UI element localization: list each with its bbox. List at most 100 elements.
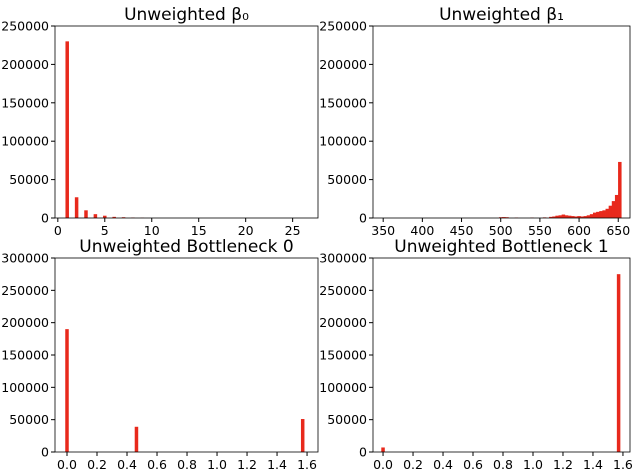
axes-frame [54, 257, 319, 453]
bar [300, 419, 305, 452]
bar [549, 216, 553, 218]
bar [611, 201, 616, 218]
y-tick-label: 200000 [1, 315, 49, 330]
bar [552, 216, 556, 218]
bar [65, 41, 69, 218]
y-tick-label: 100000 [1, 134, 49, 149]
bar [571, 216, 575, 218]
axes-frame [372, 25, 631, 219]
x-tick-label: 0.4 [433, 457, 453, 472]
y-tick-label: 0 [41, 211, 49, 226]
y-tick-label: 250000 [319, 283, 367, 298]
bar [558, 215, 563, 218]
y-tick-label: 250000 [319, 19, 367, 34]
bar [381, 447, 385, 452]
bar [65, 329, 69, 452]
x-tick-label: 0.2 [403, 457, 423, 472]
x-tick-label: 600 [567, 223, 591, 238]
bar [602, 210, 606, 218]
x-tick-label: 0.8 [177, 457, 197, 472]
y-tick-label: 0 [359, 211, 367, 226]
x-tick-label: 1.4 [583, 457, 603, 472]
y-tick-label: 100000 [319, 134, 367, 149]
bar [592, 212, 597, 218]
subplot-title: Unweighted β₁ [439, 5, 564, 25]
y-tick-label: 200000 [319, 315, 367, 330]
bar [574, 216, 578, 218]
x-tick-label: 1.6 [613, 457, 633, 472]
bar [596, 211, 600, 218]
bar [134, 426, 139, 452]
bar [502, 217, 506, 218]
x-tick-label: 0.6 [463, 457, 483, 472]
y-tick-label: 50000 [9, 412, 49, 427]
bar [614, 194, 619, 218]
subplot-title: Unweighted Bottleneck 0 [79, 237, 293, 257]
x-tick-label: 1.0 [207, 457, 227, 472]
y-tick-label: 150000 [1, 348, 49, 363]
subplot-title: Unweighted β₀ [124, 5, 249, 25]
bar [567, 215, 572, 218]
bar [608, 205, 613, 218]
x-tick-label: 0.0 [57, 457, 77, 472]
y-tick-label: 0 [359, 445, 367, 460]
y-tick-label: 50000 [327, 412, 367, 427]
x-tick-label: 650 [606, 223, 630, 238]
bar [599, 211, 603, 218]
x-tick-label: 350 [371, 223, 395, 238]
bar [583, 216, 588, 218]
y-tick-label: 150000 [319, 348, 367, 363]
x-tick-label: 1.2 [553, 457, 573, 472]
bar [561, 214, 566, 218]
bar [103, 215, 107, 218]
x-tick-label: 0.6 [147, 457, 167, 472]
bar [586, 215, 591, 218]
y-tick-label: 50000 [9, 172, 49, 187]
y-tick-label: 300000 [319, 251, 367, 266]
axes-frame [54, 25, 319, 219]
x-tick-label: 1.2 [237, 457, 257, 472]
bar [555, 215, 559, 218]
bar [618, 161, 622, 218]
x-tick-label: 1.0 [523, 457, 543, 472]
x-tick-label: 550 [528, 223, 552, 238]
y-tick-label: 300000 [1, 251, 49, 266]
x-tick-label: 0.4 [117, 457, 137, 472]
x-tick-label: 1.4 [267, 457, 287, 472]
bar [74, 197, 79, 218]
y-tick-label: 50000 [327, 172, 367, 187]
x-tick-label: 500 [489, 223, 513, 238]
x-tick-label: 0.2 [87, 457, 107, 472]
bar [589, 214, 594, 218]
bar [93, 214, 98, 218]
x-tick-label: 5 [101, 223, 109, 238]
y-tick-label: 250000 [1, 19, 49, 34]
bar [580, 216, 584, 218]
y-tick-label: 150000 [319, 95, 367, 110]
y-tick-label: 0 [41, 445, 49, 460]
x-tick-label: 0 [54, 223, 62, 238]
x-tick-label: 20 [238, 223, 254, 238]
x-tick-label: 0.8 [493, 457, 513, 472]
bar [616, 274, 621, 452]
x-tick-label: 10 [144, 223, 160, 238]
bar [605, 208, 610, 218]
x-tick-label: 15 [191, 223, 207, 238]
bar [577, 216, 581, 218]
axes-frame [372, 257, 631, 453]
bar [84, 210, 88, 218]
x-tick-label: 25 [285, 223, 301, 238]
bar [112, 216, 116, 218]
y-tick-label: 100000 [319, 380, 367, 395]
x-tick-label: 450 [450, 223, 474, 238]
x-tick-label: 400 [410, 223, 434, 238]
y-tick-label: 150000 [1, 95, 49, 110]
y-tick-label: 200000 [1, 57, 49, 72]
y-tick-label: 250000 [1, 283, 49, 298]
subplot-title: Unweighted Bottleneck 1 [394, 237, 608, 257]
bar [564, 215, 569, 218]
y-tick-label: 100000 [1, 380, 49, 395]
x-tick-label: 1.6 [297, 457, 317, 472]
x-tick-label: 0.0 [373, 457, 393, 472]
